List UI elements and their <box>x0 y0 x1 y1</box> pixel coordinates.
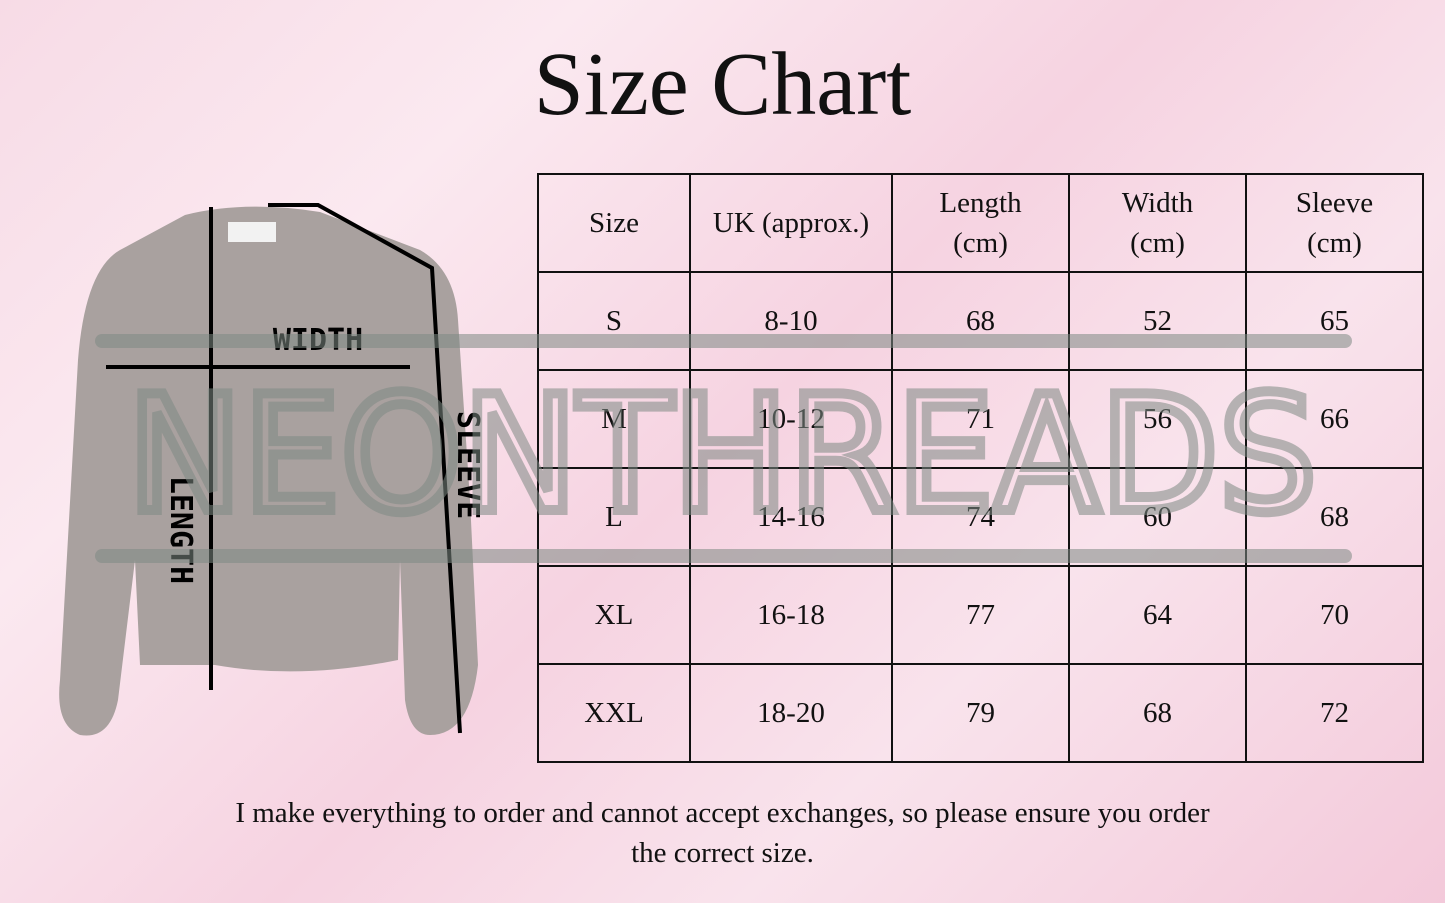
header-width: Width (cm) <box>1068 173 1247 273</box>
cell: M <box>537 369 691 469</box>
header-uk: UK (approx.) <box>689 173 893 273</box>
length-label: LENGTH <box>163 476 198 584</box>
cell: 74 <box>891 467 1070 567</box>
header-size: Size <box>537 173 691 273</box>
cell: 72 <box>1245 663 1424 763</box>
width-label: WIDTH <box>273 323 363 358</box>
cell: 70 <box>1245 565 1424 665</box>
cell: 64 <box>1068 565 1247 665</box>
cell: XXL <box>537 663 691 763</box>
footer-line-2: the correct size. <box>631 837 814 869</box>
size-table: Size UK (approx.) Length (cm) Width (cm) S… <box>537 173 1424 763</box>
page-title: Size Chart <box>533 35 912 134</box>
table-row: S 8-10 68 52 65 <box>537 271 1424 371</box>
table-row: L 14-16 74 60 68 <box>537 467 1424 567</box>
tag-icon <box>228 222 276 242</box>
sweatshirt-diagram: WIDTH LENGTH SLEEVE <box>59 203 485 736</box>
footer-line-1: I make everything to order and cannot ac… <box>235 797 1210 829</box>
sweatshirt-image <box>59 206 479 736</box>
cell: L <box>537 467 691 567</box>
cell: 8-10 <box>689 271 893 371</box>
cell: XL <box>537 565 691 665</box>
cell: 66 <box>1245 369 1424 469</box>
footer-note: I make everything to order and cannot ac… <box>0 793 1445 873</box>
table-row: XL 16-18 77 64 70 <box>537 565 1424 665</box>
cell: 52 <box>1068 271 1247 371</box>
cell: 68 <box>1245 467 1424 567</box>
cell: 56 <box>1068 369 1247 469</box>
cell: 60 <box>1068 467 1247 567</box>
cell: 77 <box>891 565 1070 665</box>
header-row: Size UK (approx.) Length (cm) Width (cm) S… <box>537 173 1424 273</box>
cell: 16-18 <box>689 565 893 665</box>
sleeve-label: SLEEVE <box>450 411 485 519</box>
cell: 68 <box>1068 663 1247 763</box>
cell: 65 <box>1245 271 1424 371</box>
cell: 79 <box>891 663 1070 763</box>
header-sleeve: Sleeve (cm) <box>1245 173 1424 273</box>
cell: 14-16 <box>689 467 893 567</box>
cell: 10-12 <box>689 369 893 469</box>
table-row: M 10-12 71 56 66 <box>537 369 1424 469</box>
header-length: Length (cm) <box>891 173 1070 273</box>
cell: 68 <box>891 271 1070 371</box>
cell: 71 <box>891 369 1070 469</box>
cell: 18-20 <box>689 663 893 763</box>
table-row: XXL 18-20 79 68 72 <box>537 663 1424 763</box>
cell: S <box>537 271 691 371</box>
